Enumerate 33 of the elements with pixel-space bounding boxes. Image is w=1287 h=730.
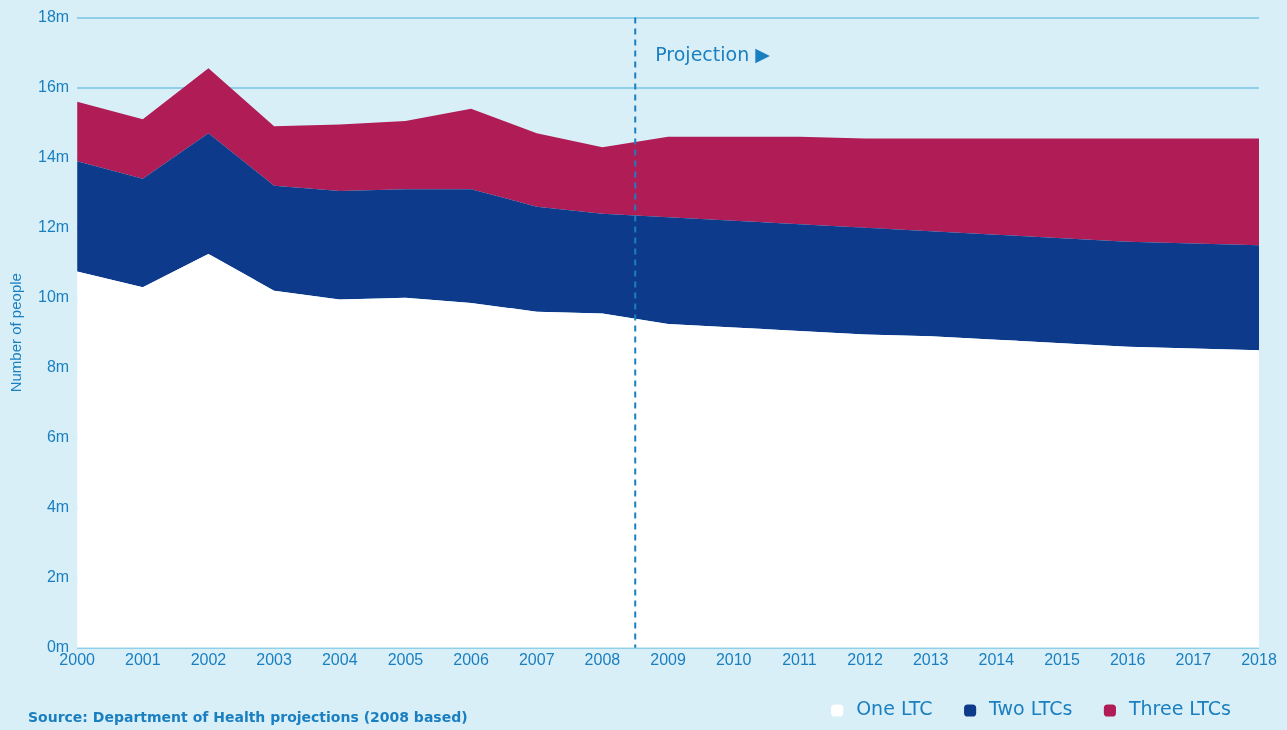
y-tick-label: 16m xyxy=(38,78,70,96)
x-tick-label: 2010 xyxy=(715,650,752,668)
x-tick-label: 2008 xyxy=(584,650,621,668)
y-tick-label: 8m xyxy=(46,358,70,376)
x-tick-label: 2017 xyxy=(1175,650,1212,668)
y-tick-label: 12m xyxy=(38,218,70,236)
legend-label: Three LTCs xyxy=(1127,697,1232,720)
x-tick-label: 2007 xyxy=(518,650,555,668)
y-tick-label: 2m xyxy=(46,568,70,586)
x-tick-label: 2012 xyxy=(847,650,883,668)
ref-line-label: Projection ▶ xyxy=(655,42,771,65)
y-tick-label: 10m xyxy=(38,288,70,306)
x-tick-label: 2006 xyxy=(453,650,489,668)
x-tick-label: 2014 xyxy=(978,650,1015,668)
y-tick-label: 6m xyxy=(46,428,70,446)
x-tick-label: 2003 xyxy=(256,650,292,668)
x-tick-label: 2009 xyxy=(650,650,686,668)
legend-label: Two LTCs xyxy=(988,697,1073,720)
y-axis-title: Number of people xyxy=(7,273,25,393)
x-tick-label: 2011 xyxy=(782,650,817,668)
x-tick-label: 2016 xyxy=(1109,650,1146,668)
x-tick-label: 2001 xyxy=(124,650,161,668)
source-note: Source: Department of Health projections (2008 based) xyxy=(28,709,468,725)
x-tick-label: 2015 xyxy=(1044,650,1080,668)
x-tick-label: 2004 xyxy=(321,650,358,668)
legend-label: One LTC xyxy=(856,697,933,720)
y-tick-label: 4m xyxy=(46,498,70,516)
x-tick-label: 2018 xyxy=(1241,650,1277,668)
x-tick-label: 2005 xyxy=(387,650,424,668)
y-tick-label: 14m xyxy=(38,148,70,166)
x-tick-label: 2013 xyxy=(912,650,949,668)
y-tick-label: 18m xyxy=(38,8,70,26)
x-tick-label: 2002 xyxy=(190,650,227,668)
